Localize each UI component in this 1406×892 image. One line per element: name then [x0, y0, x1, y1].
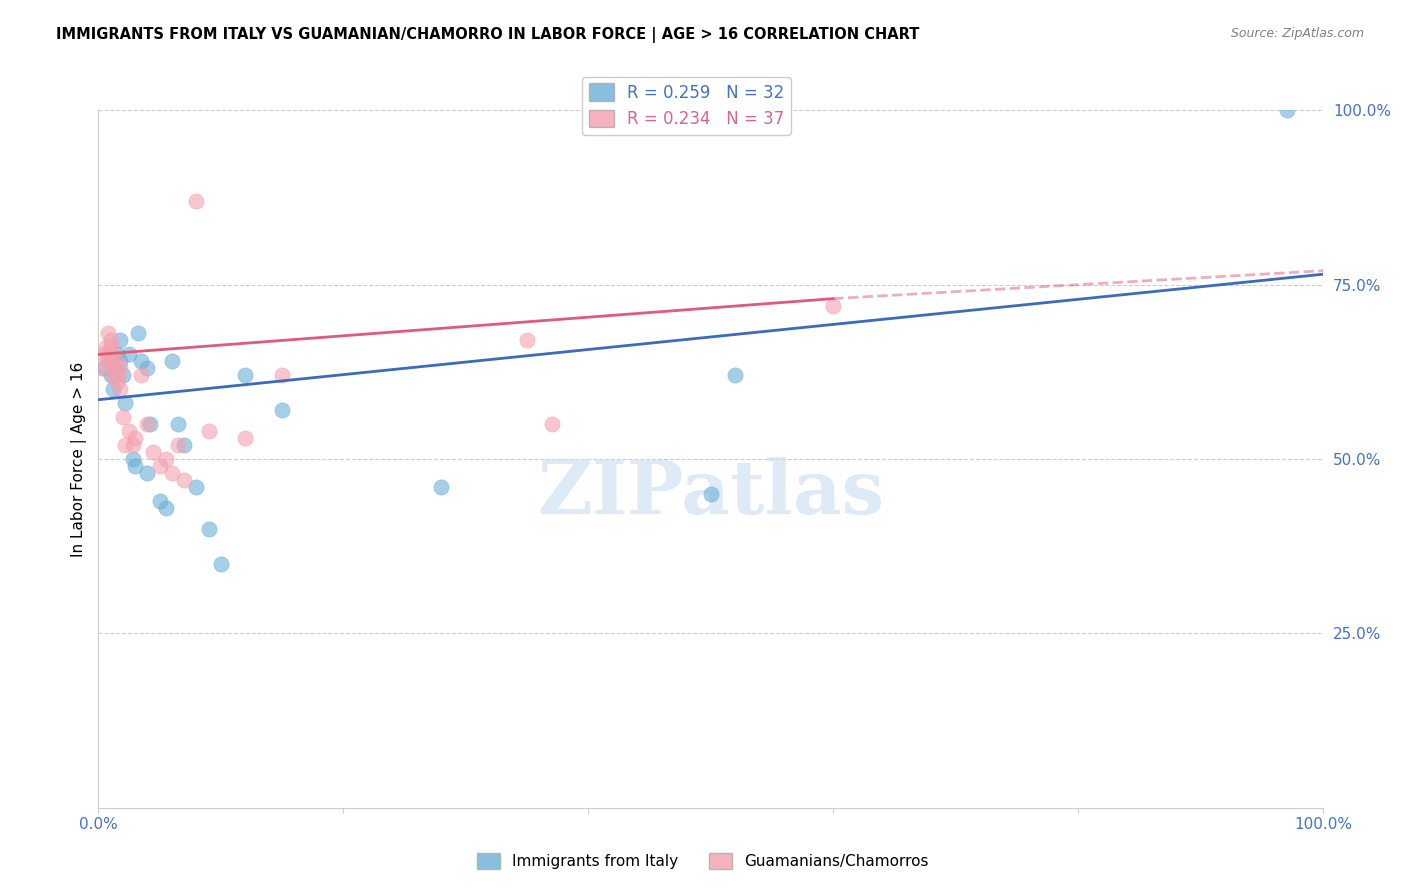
Point — [139, 417, 162, 431]
Point — [516, 334, 538, 348]
Y-axis label: In Labor Force | Age > 16: In Labor Force | Age > 16 — [72, 361, 87, 557]
Point — [127, 326, 149, 341]
Point — [155, 452, 177, 467]
Point — [110, 354, 132, 368]
Point — [129, 368, 152, 383]
Point — [700, 487, 723, 501]
Point — [100, 340, 122, 354]
Point — [103, 361, 125, 376]
Point — [155, 500, 177, 515]
Point — [100, 368, 122, 383]
Point — [107, 368, 129, 383]
Text: ZIPatlas: ZIPatlas — [537, 458, 884, 531]
Point — [233, 431, 256, 445]
Point — [121, 452, 143, 467]
Text: Source: ZipAtlas.com: Source: ZipAtlas.com — [1230, 27, 1364, 40]
Point — [111, 410, 134, 425]
Point — [1275, 103, 1298, 118]
Point — [105, 376, 128, 390]
Point — [173, 473, 195, 487]
Point — [124, 458, 146, 473]
Point — [167, 438, 190, 452]
Point — [160, 354, 183, 368]
Point — [118, 424, 141, 438]
Point — [136, 361, 159, 376]
Point — [101, 368, 124, 383]
Point — [100, 347, 122, 361]
Point — [540, 417, 562, 431]
Text: IMMIGRANTS FROM ITALY VS GUAMANIAN/CHAMORRO IN LABOR FORCE | AGE > 16 CORRELATIO: IMMIGRANTS FROM ITALY VS GUAMANIAN/CHAMO… — [56, 27, 920, 43]
Point — [167, 417, 190, 431]
Point — [197, 424, 219, 438]
Point — [97, 354, 120, 368]
Point — [97, 326, 120, 341]
Point — [724, 368, 747, 383]
Point — [101, 354, 124, 368]
Point — [101, 382, 124, 396]
Point — [430, 480, 453, 494]
Point — [271, 403, 294, 417]
Point — [136, 417, 159, 431]
Legend: Immigrants from Italy, Guamanians/Chamorros: Immigrants from Italy, Guamanians/Chamor… — [471, 847, 935, 875]
Point — [105, 354, 128, 368]
Point — [91, 361, 114, 376]
Point — [110, 382, 132, 396]
Point — [110, 334, 132, 348]
Point — [149, 458, 172, 473]
Point — [93, 347, 115, 361]
Point — [121, 438, 143, 452]
Point — [142, 445, 165, 459]
Point — [233, 368, 256, 383]
Point — [105, 347, 128, 361]
Point — [149, 493, 172, 508]
Point — [111, 368, 134, 383]
Point — [160, 466, 183, 480]
Point — [110, 361, 132, 376]
Point — [271, 368, 294, 383]
Point — [209, 557, 232, 571]
Point — [114, 438, 136, 452]
Point — [197, 522, 219, 536]
Point — [96, 347, 118, 361]
Point — [186, 480, 208, 494]
Point — [124, 431, 146, 445]
Point — [129, 354, 152, 368]
Point — [93, 361, 115, 376]
Point — [823, 299, 845, 313]
Point — [103, 361, 125, 376]
Point — [186, 194, 208, 208]
Point — [114, 396, 136, 410]
Point — [118, 347, 141, 361]
Legend: R = 0.259   N = 32, R = 0.234   N = 37: R = 0.259 N = 32, R = 0.234 N = 37 — [582, 77, 790, 135]
Point — [94, 340, 117, 354]
Point — [100, 334, 122, 348]
Point — [100, 354, 122, 368]
Point — [136, 466, 159, 480]
Point — [173, 438, 195, 452]
